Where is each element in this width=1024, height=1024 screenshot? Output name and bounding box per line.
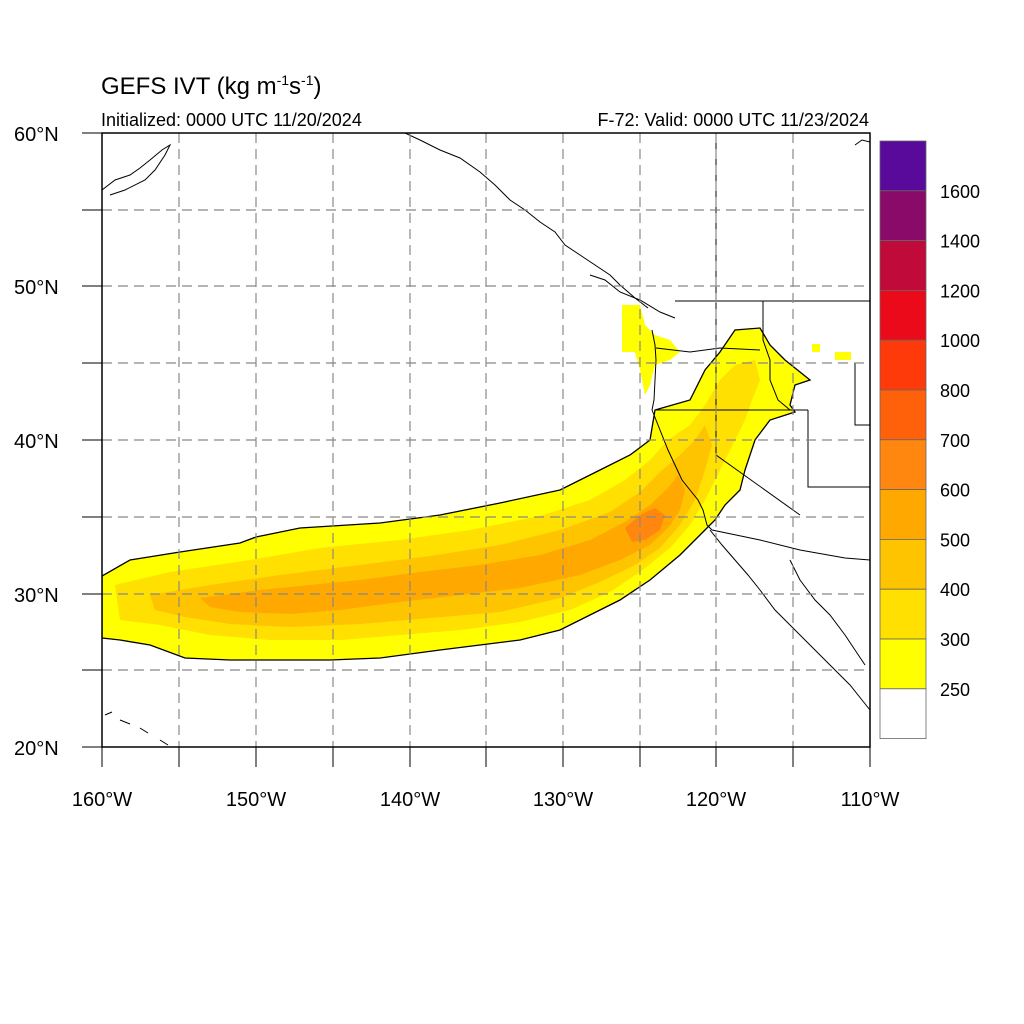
lon-label: 120°W <box>686 789 746 811</box>
baja-coast <box>709 529 870 711</box>
colorbar-swatch <box>879 539 927 590</box>
coastlines <box>102 133 870 746</box>
colorbar-swatch <box>879 140 927 192</box>
ivt-250-patch-ne1 <box>812 344 820 352</box>
colorbar-swatch <box>879 190 927 242</box>
colorbar-label: 600 <box>940 481 970 501</box>
us-mexico-border <box>711 529 870 561</box>
mexico-coast <box>854 139 870 146</box>
us-west-coast <box>651 329 713 531</box>
colorbar-label: 250 <box>940 680 970 700</box>
lat-labels: 60°N 50°N 40°N 30°N 20°N <box>14 124 59 760</box>
oregon-washington-border <box>655 347 761 353</box>
init-time-label: Initialized: 0000 UTC 11/20/2024 <box>101 110 362 130</box>
lat-label: 60°N <box>14 124 59 146</box>
grid <box>102 133 870 747</box>
lat-label: 50°N <box>14 277 59 299</box>
lon-label: 130°W <box>533 789 593 811</box>
gulf-of-california <box>789 559 866 666</box>
colorbar-swatch <box>879 289 927 341</box>
ivt-250-patch-nw <box>622 305 680 395</box>
alaska-coast <box>102 143 172 196</box>
lon-label: 110°W <box>841 789 900 811</box>
map-title: GEFS IVT (kg m-1s-1) <box>101 72 322 100</box>
ivt-250-patch-ne2 <box>835 352 851 360</box>
colorbar-swatch <box>879 439 927 490</box>
ivt-500-contour <box>200 475 685 614</box>
ivt-field <box>102 305 851 661</box>
lat-label: 40°N <box>14 431 59 453</box>
colorbar: 1600 1400 1200 1000 800 700 600 500 400 300 250 <box>879 140 980 739</box>
colorbar-swatch <box>879 489 927 540</box>
valid-time-label: F-72: Valid: 0000 UTC 11/23/2024 <box>597 110 870 130</box>
lat-label: 30°N <box>14 585 59 607</box>
colorbar-label: 300 <box>940 630 970 650</box>
colorbar-swatch <box>879 389 927 441</box>
lat-label: 20°N <box>14 738 59 760</box>
alaska-panhandle-coast <box>404 133 649 309</box>
utah-border <box>854 363 870 426</box>
colorbar-label: 400 <box>940 580 970 600</box>
colorbar-label: 1000 <box>940 331 980 351</box>
arizona-border <box>807 410 870 488</box>
colorbar-label: 800 <box>940 381 970 401</box>
axis-ticks <box>82 132 871 767</box>
colorbar-swatch <box>879 688 927 739</box>
colorbar-label: 1600 <box>940 182 980 202</box>
colorbar-swatch <box>879 638 927 690</box>
colorbar-swatch <box>879 339 927 391</box>
colorbar-swatch <box>879 240 927 291</box>
lon-label: 160°W <box>72 789 132 811</box>
bc-coast <box>589 274 676 319</box>
lon-label: 150°W <box>226 789 286 811</box>
hawaii-islands <box>104 711 169 746</box>
lon-labels: 160°W 150°W 140°W 130°W 120°W 110°W <box>72 789 900 811</box>
colorbar-label: 1400 <box>940 232 980 252</box>
idaho-nevada-border <box>762 301 791 411</box>
colorbar-label: 700 <box>940 431 970 451</box>
colorbar-label: 500 <box>940 530 970 550</box>
lon-label: 140°W <box>380 789 440 811</box>
colorbar-label: 1200 <box>940 281 980 301</box>
colorbar-swatch <box>879 588 927 640</box>
